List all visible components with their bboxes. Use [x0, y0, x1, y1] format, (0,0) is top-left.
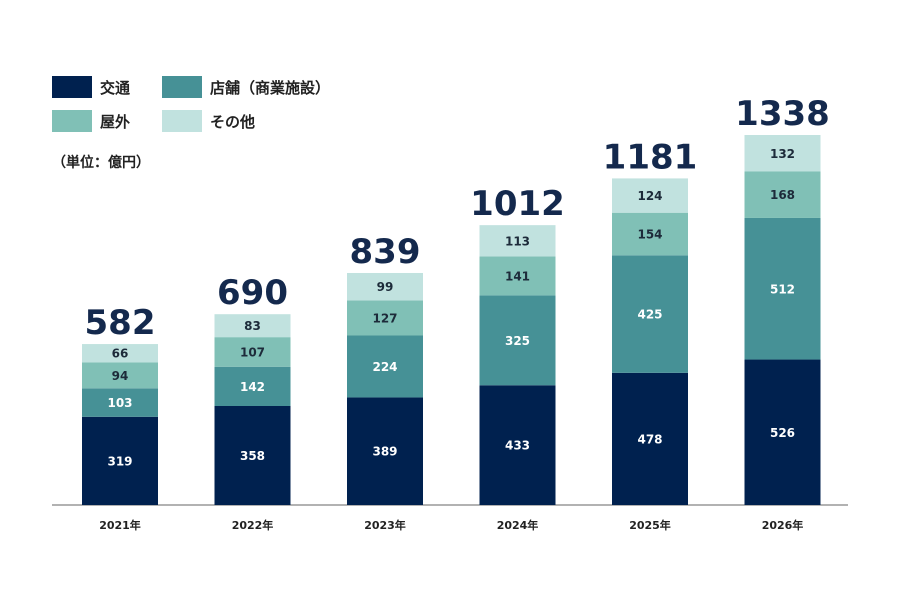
- unit-label: （単位：億円）: [52, 155, 150, 171]
- bar-value-label: 99: [377, 280, 394, 294]
- bar-total-label: 839: [350, 232, 421, 272]
- bar-segment: [612, 372, 688, 505]
- bar-value-label: 103: [107, 396, 132, 410]
- bar-value-label: 107: [240, 345, 265, 359]
- bar-segment: [744, 135, 821, 172]
- bar-value-label: 358: [240, 449, 265, 463]
- bar-segment: [479, 225, 556, 257]
- x-tick-label: 2026年: [762, 518, 804, 532]
- legend-swatch-stores: [162, 76, 202, 98]
- legend-item-outdoor: 屋外: [52, 110, 130, 132]
- bar-segment: [214, 366, 291, 407]
- bar-segment: [744, 171, 821, 218]
- bar-value-label: 132: [770, 147, 795, 161]
- legend-label-outdoor: 屋外: [100, 112, 131, 131]
- bar-value-label: 142: [240, 380, 265, 394]
- x-tick-label: 2024年: [497, 518, 539, 532]
- bar-value-label: 124: [637, 189, 662, 203]
- bar-segment: [82, 388, 158, 417]
- legend-label-stores: 店舗（商業施設）: [210, 78, 331, 97]
- x-tick-label: 2021年: [99, 518, 141, 532]
- bar-segment: [347, 272, 423, 301]
- bar-segment: [612, 212, 688, 256]
- legend-item-transport: 交通: [52, 76, 130, 98]
- bar-segment: [347, 300, 423, 336]
- bar-value-label: 113: [505, 234, 530, 248]
- bar-value-label: 154: [637, 227, 662, 241]
- legend-label-transport: 交通: [100, 78, 131, 97]
- legend-swatch-outdoor: [52, 110, 92, 132]
- legend-swatch-other: [162, 110, 202, 132]
- bar-value-label: 433: [505, 439, 530, 453]
- bar-value-label: 325: [505, 334, 530, 348]
- bar-segment: [744, 217, 821, 360]
- bar-value-label: 319: [107, 454, 132, 468]
- bar-segment: [214, 337, 291, 367]
- bar-segment: [82, 344, 158, 363]
- bar-total-label: 582: [85, 303, 156, 343]
- bar-segment: [744, 359, 821, 505]
- bar-segment: [612, 255, 688, 373]
- bar-value-label: 66: [112, 347, 129, 361]
- x-tick-label: 2025年: [629, 518, 671, 532]
- bar-segment: [214, 314, 291, 338]
- bar-value-label: 526: [770, 426, 795, 440]
- bar-total-label: 1181: [603, 137, 698, 177]
- bar-segment: [347, 335, 423, 398]
- bar-segment: [479, 385, 556, 505]
- bar-value-label: 478: [637, 432, 662, 446]
- bar-segment: [82, 416, 158, 505]
- bar-value-label: 389: [372, 445, 397, 459]
- bar-segment: [82, 362, 158, 389]
- legend-label-other: その他: [210, 112, 256, 131]
- bar-segment: [612, 178, 688, 213]
- bar-total-label: 690: [217, 273, 288, 313]
- x-tick-label: 2023年: [364, 518, 406, 532]
- x-tick-label: 2022年: [232, 518, 274, 532]
- bar-value-label: 224: [372, 360, 397, 374]
- bar-value-label: 127: [372, 311, 397, 325]
- bar-value-label: 94: [112, 369, 129, 383]
- bar-value-label: 83: [244, 319, 261, 333]
- legend-item-other: その他: [162, 110, 255, 132]
- bar-value-label: 141: [505, 269, 530, 283]
- legend-item-stores: 店舗（商業施設）: [162, 76, 330, 98]
- bar-total-label: 1338: [735, 94, 830, 134]
- bar-value-label: 168: [770, 188, 795, 202]
- bar-segment: [347, 397, 423, 505]
- bar-segment: [479, 295, 556, 386]
- bar-value-label: 512: [770, 282, 795, 296]
- legend-swatch-transport: [52, 76, 92, 98]
- bar-total-label: 1012: [470, 184, 565, 224]
- bar-segment: [479, 256, 556, 296]
- bar-segment: [214, 406, 291, 505]
- bar-value-label: 425: [637, 308, 662, 322]
